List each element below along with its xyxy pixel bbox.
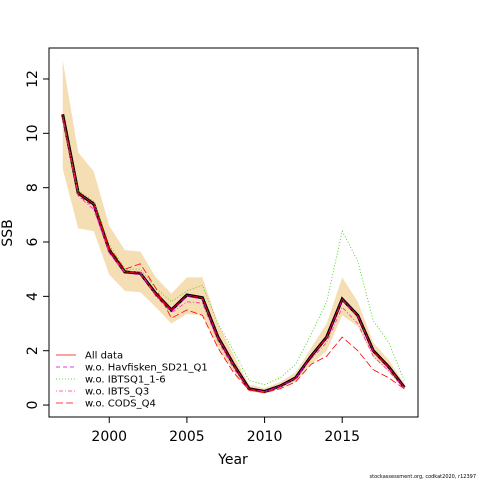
y-axis-label: SSB	[0, 219, 16, 246]
y-tick-label: 4	[25, 292, 41, 301]
x-tick-label: 2005	[169, 429, 205, 445]
legend-label: w.o. IBTSQ1_1-6	[85, 375, 166, 386]
x-tick-label: 2015	[324, 429, 360, 445]
y-tick-label: 12	[25, 70, 41, 88]
y-tick-label: 2	[25, 346, 41, 355]
y-tick-label: 10	[25, 124, 41, 142]
y-tick-label: 0	[25, 401, 41, 410]
confidence-band	[62, 59, 405, 394]
series-line	[62, 114, 405, 392]
legend-label: All data	[85, 351, 123, 362]
series-line	[62, 116, 405, 386]
y-tick-label: 6	[25, 237, 41, 246]
series-line	[62, 116, 405, 394]
series-line	[62, 119, 405, 393]
x-tick-label: 2000	[91, 429, 127, 445]
legend-label: w.o. CODS_Q4	[85, 399, 156, 410]
legend-label: w.o. IBTS_Q3	[85, 387, 149, 398]
plot-frame	[48, 47, 419, 418]
footnote: stockassessment.org, codkat2020, r12397	[370, 474, 476, 480]
y-tick-label: 8	[25, 183, 41, 192]
x-tick-label: 2010	[247, 429, 283, 445]
legend-label: w.o. Havfisken_SD21_Q1	[85, 363, 208, 374]
x-axis-label: Year	[217, 452, 248, 468]
